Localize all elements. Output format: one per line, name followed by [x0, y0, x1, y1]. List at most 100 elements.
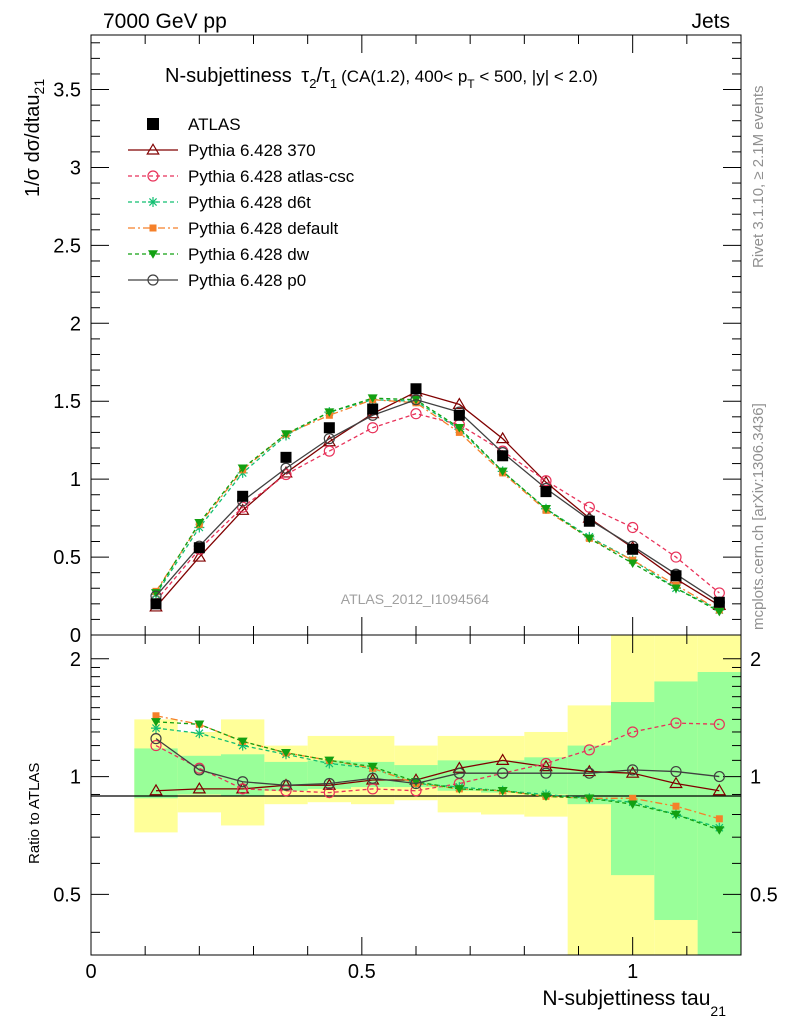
main-y-tick-label: 2 [70, 313, 81, 335]
ratio-y-tick-label-right: 1 [750, 767, 761, 789]
legend-label: Pythia 6.428 default [188, 219, 339, 238]
legend-marker [146, 143, 160, 155]
stat-uncertainty-band [524, 757, 568, 795]
atlas-data-point [497, 450, 509, 462]
ratio-point-pythia-6-428-370 [322, 778, 337, 790]
ratio-y-tick-label-right: 2 [750, 649, 761, 671]
series-point-pythia-6-428-dw [324, 408, 335, 417]
energy-label: 7000 GeV pp [103, 10, 227, 33]
ratio-point-pythia-6-428-atlas-csc [627, 726, 639, 738]
atlas-data-point [237, 490, 249, 502]
legend-label: Pythia 6.428 370 [188, 141, 316, 160]
legend-item-pythia-6-428-d6t: Pythia 6.428 d6t [128, 193, 311, 212]
series-point-pythia-6-428-atlas-csc [670, 551, 682, 563]
uncertainty-bands [134, 635, 741, 955]
ratio-y-axis-label: Ratio to ATLAS [26, 763, 43, 864]
stat-uncertainty-band [611, 702, 655, 876]
ratio-point-pythia-6-428-d6t [151, 723, 161, 734]
ratio-point-pythia-6-428-dw [671, 810, 681, 820]
atlas-data-point [453, 409, 465, 421]
ratio-point-pythia-6-428-p0 [670, 765, 682, 778]
rivet-version-label: Rivet 3.1.10, ≥ 2.1M events [750, 86, 767, 269]
series-point-pythia-6-428-370 [192, 550, 207, 562]
legend-marker [148, 197, 158, 207]
legend-item-pythia-6-428-dw: Pythia 6.428 dw [128, 245, 310, 264]
main-y-tick-label: 0.5 [53, 547, 81, 569]
ratio-point-pythia-6-428-atlas-csc [670, 717, 682, 729]
series-point-pythia-6-428-dw [584, 534, 595, 544]
main-panel: 0 0.5 1 1.5 2 2.5 3 3.5 [53, 34, 742, 647]
x-tick-label: 0 [85, 961, 96, 983]
legend-marker [147, 274, 159, 286]
legend-label: Pythia 6.428 atlas-csc [188, 167, 355, 186]
series-point-pythia-6-428-atlas-csc [540, 475, 552, 487]
ratio-point-pythia-6-428-dw [367, 762, 378, 772]
series-point-pythia-6-428-dw [671, 584, 681, 593]
ratio-point-pythia-6-428-370 [192, 781, 207, 794]
ratio-point-pythia-6-428-370 [625, 766, 640, 778]
stat-uncertainty-band [697, 672, 741, 955]
x-axis-label: N-subjettiness tau21 [542, 987, 726, 1019]
atlas-data-point [280, 451, 292, 463]
series-line-pythia-6-428-default [155, 399, 720, 611]
series-pythia-6-428-p0 [150, 394, 725, 608]
series-point-pythia-6-428-p0 [280, 462, 292, 474]
ratio-point-pythia-6-428-dw [237, 737, 248, 747]
series-point-pythia-6-428-dw [281, 430, 291, 439]
series-line-pythia-6-428-dw [155, 397, 720, 613]
stat-uncertainty-band [654, 681, 698, 921]
ratio-frame [90, 634, 742, 956]
ratio-point-pythia-6-428-p0 [627, 764, 639, 776]
legend-label: Pythia 6.428 p0 [188, 271, 306, 290]
series-line-pythia-6-428-atlas-csc [155, 413, 720, 602]
legend-item-pythia-6-428-atlas-csc: Pythia 6.428 atlas-csc [128, 167, 355, 186]
ratio-point-pythia-6-428-dw [151, 718, 161, 727]
ratio-series-layer [149, 712, 727, 835]
legend-marker [148, 250, 158, 259]
main-y-tick-label: 2.5 [53, 235, 81, 257]
series-point-pythia-6-428-dw [194, 519, 205, 528]
series-point-pythia-6-428-atlas-csc [627, 521, 639, 534]
ratio-y-tick-label: 2 [70, 649, 81, 671]
ratio-point-pythia-6-428-atlas-csc [367, 783, 379, 795]
atlas-data-point [713, 596, 725, 608]
series-point-pythia-6-428-dw [714, 607, 725, 617]
legend-item-pythia-6-428-p0: Pythia 6.428 p0 [128, 271, 306, 290]
ratio-point-pythia-6-428-dw [627, 800, 638, 809]
ratio-line-pythia-6-428-default [155, 715, 720, 820]
main-y-tick-label: 0 [70, 625, 81, 647]
ratio-point-pythia-6-428-dw [324, 756, 335, 766]
ratio-point-pythia-6-428-atlas-csc [150, 739, 162, 752]
ratio-point-pythia-6-428-dw [454, 785, 465, 794]
ratio-point-pythia-6-428-370 [149, 783, 163, 796]
legend: ATLAS Pythia 6.428 370 Pythia 6.428 atlas-… [128, 115, 355, 290]
series-point-pythia-6-428-atlas-csc [280, 468, 292, 481]
ratio-point-pythia-6-428-370 [712, 783, 727, 796]
legend-item-pythia-6-428-370: Pythia 6.428 370 [128, 141, 316, 160]
ratio-ticks: 0.5 0.5 1 1 2 2 0 0.5 1 [53, 635, 778, 983]
series-point-pythia-6-428-atlas-csc [583, 501, 595, 513]
chart-title: N-subjettiness τ2/τ1 (CA(1.2), 400< pT < … [165, 65, 598, 91]
ratio-point-pythia-6-428-p0 [323, 777, 335, 790]
series-point-pythia-6-428-370 [495, 431, 510, 444]
ratio-point-pythia-6-428-dw [541, 792, 551, 802]
ratio-point-pythia-6-428-370 [539, 759, 553, 772]
main-y-tick-label: 3.5 [53, 80, 81, 102]
ratio-panel: 0.5 0.5 1 1 2 2 0 0.5 1 [53, 634, 778, 983]
main-y-axis-label: 1/σ dσ/dtau21 [22, 79, 47, 197]
series-point-pythia-6-428-atlas-csc [323, 445, 335, 457]
ratio-point-pythia-6-428-p0 [237, 776, 249, 788]
ratio-point-pythia-6-428-d6t [194, 728, 205, 739]
ratio-point-pythia-6-428-default [629, 794, 637, 802]
ratio-line-pythia-6-428-p0 [155, 738, 720, 786]
ratio-point-pythia-6-428-default [715, 815, 723, 823]
ratio-point-pythia-6-428-p0 [713, 770, 725, 783]
ratio-point-pythia-6-428-atlas-csc [237, 783, 249, 795]
series-point-pythia-6-428-atlas-csc [237, 501, 249, 513]
x-tick-label: 0.5 [348, 961, 376, 983]
ratio-point-pythia-6-428-default [672, 802, 680, 810]
ratio-point-pythia-6-428-370 [582, 764, 597, 777]
ratio-point-pythia-6-428-dw [411, 777, 421, 787]
ratio-point-pythia-6-428-p0 [453, 767, 465, 779]
